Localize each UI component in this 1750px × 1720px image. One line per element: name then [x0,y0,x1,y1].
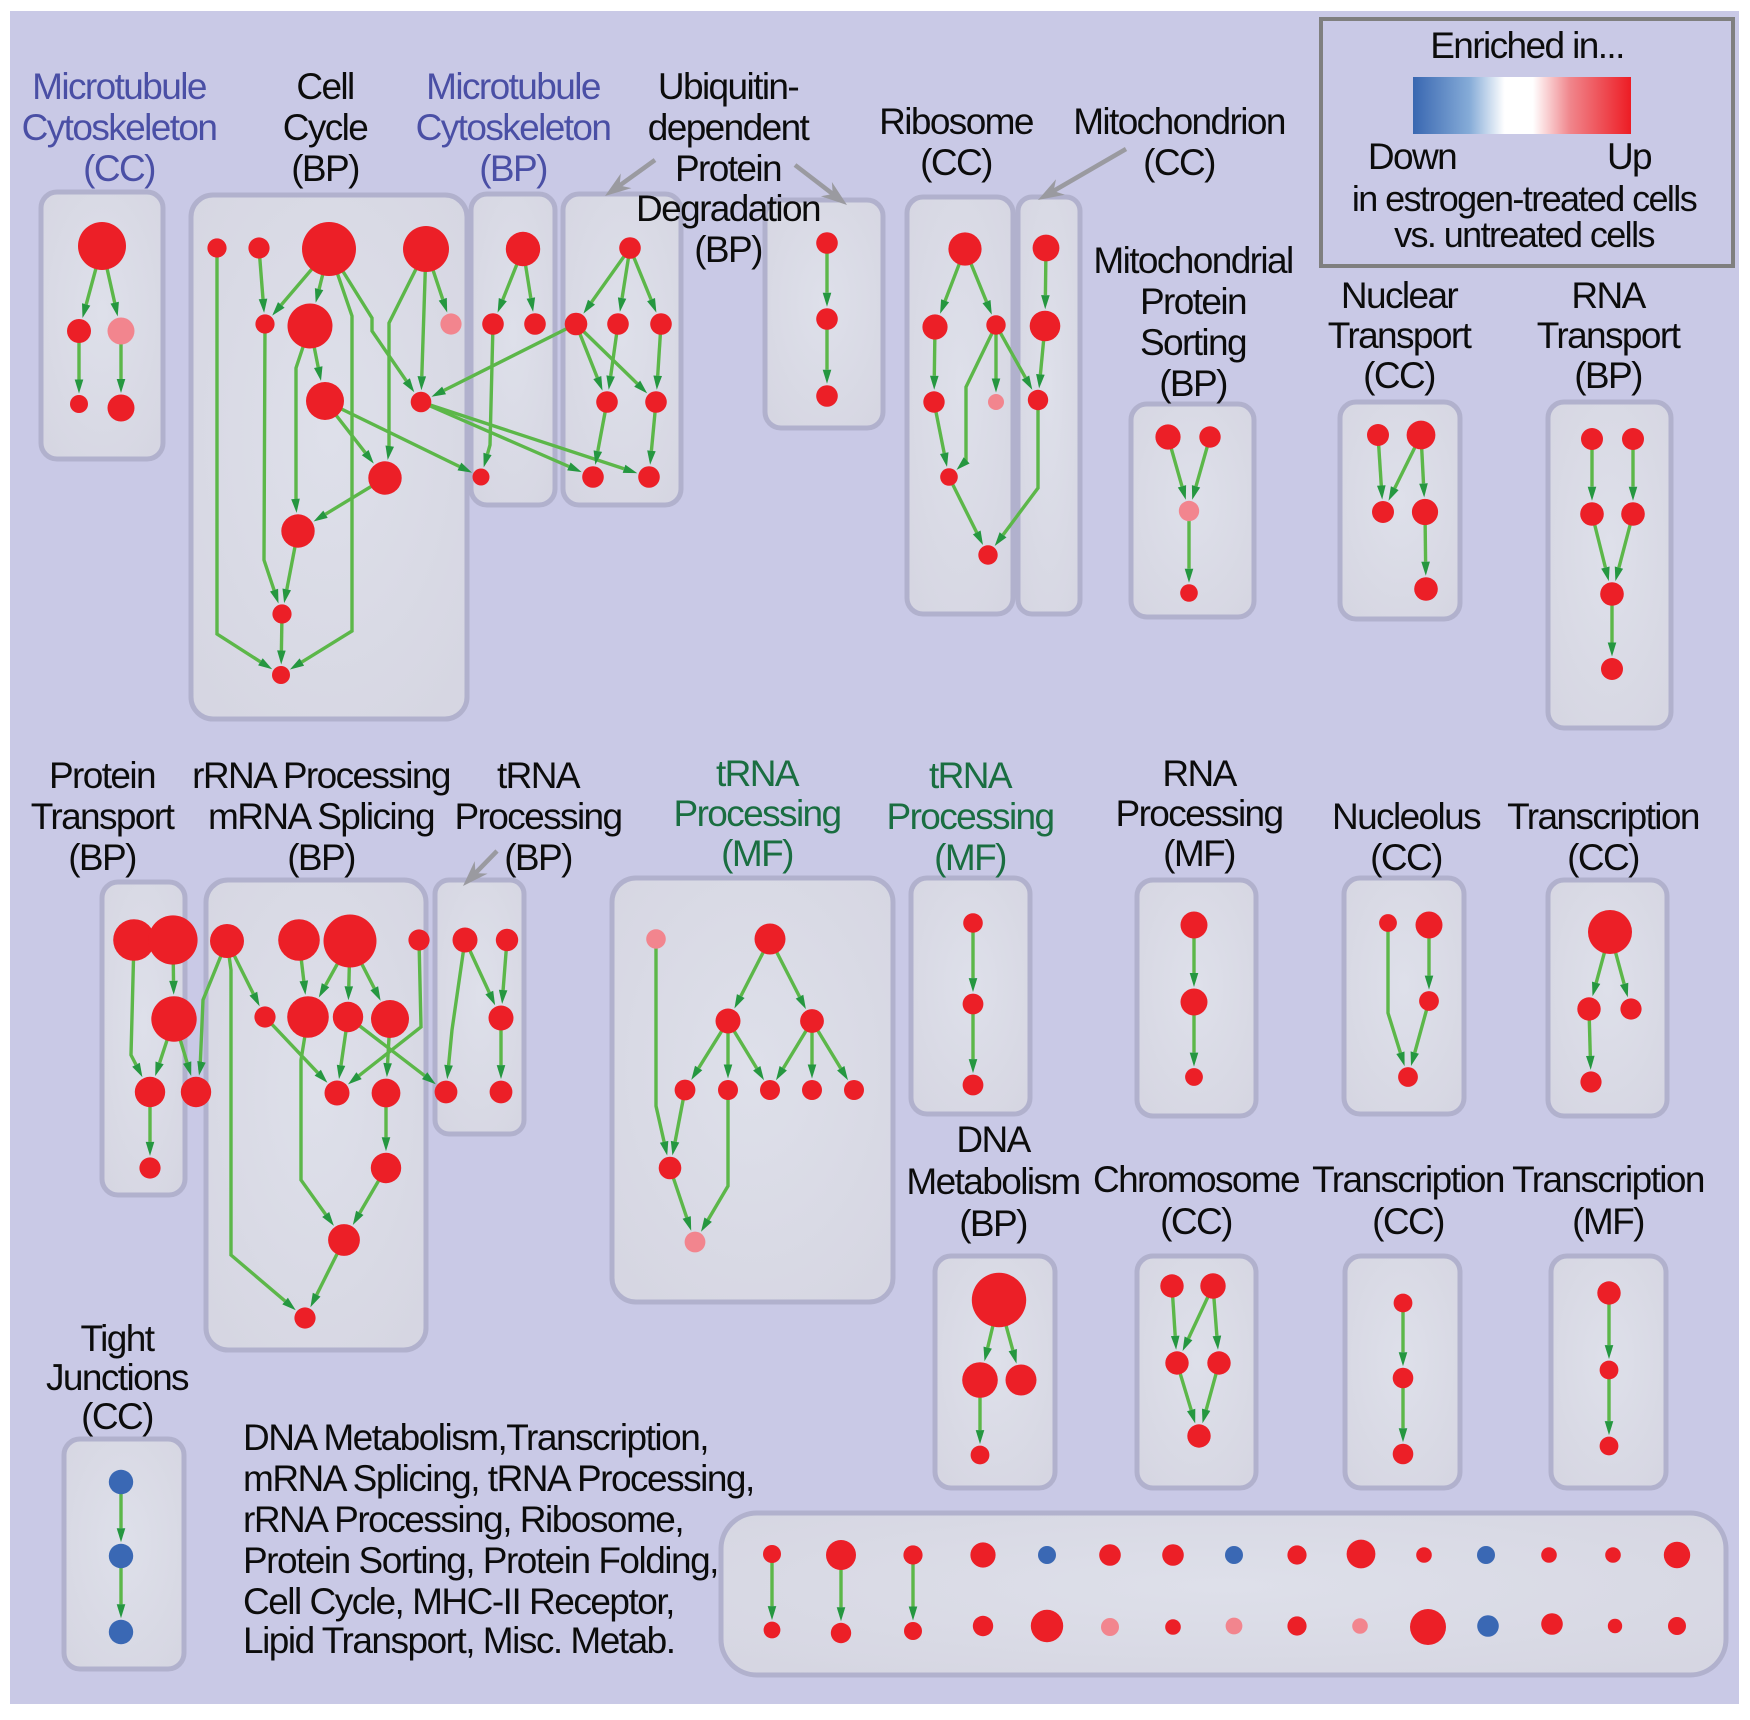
svg-text:DNA Metabolism,Transcription,: DNA Metabolism,Transcription, [243,1417,708,1458]
svg-text:Lipid Transport, Misc. Metab.: Lipid Transport, Misc. Metab. [243,1620,675,1661]
svg-text:(CC): (CC) [1363,355,1435,396]
svg-text:Nuclear: Nuclear [1341,275,1459,316]
svg-text:Processing: Processing [673,793,840,834]
svg-text:Tight: Tight [81,1318,156,1359]
svg-text:Protein: Protein [1140,281,1246,322]
svg-text:(MF): (MF) [1572,1201,1644,1242]
svg-text:mRNA Splicing, tRNA Processing: mRNA Splicing, tRNA Processing, [243,1458,754,1499]
svg-text:Ubiquitin-: Ubiquitin- [658,66,799,107]
svg-text:Down: Down [1368,136,1456,177]
svg-text:Transcription: Transcription [1512,1159,1704,1200]
svg-text:(BP): (BP) [1159,363,1227,404]
svg-text:Mitochondrial: Mitochondrial [1093,240,1292,281]
svg-text:RNA: RNA [1571,275,1646,316]
svg-text:Transcription: Transcription [1312,1159,1504,1200]
svg-text:tRNA: tRNA [929,755,1013,796]
svg-text:(BP): (BP) [68,837,136,878]
svg-text:Nucleolus: Nucleolus [1332,796,1481,837]
svg-text:RNA: RNA [1162,753,1237,794]
svg-text:tRNA: tRNA [497,755,581,796]
svg-text:vs. untreated cells: vs. untreated cells [1394,214,1654,255]
svg-text:Chromosome: Chromosome [1093,1159,1299,1200]
svg-text:Protein: Protein [675,148,781,189]
svg-text:(CC): (CC) [1143,142,1215,183]
svg-text:(BP): (BP) [479,148,547,189]
svg-text:Mitochondrion: Mitochondrion [1073,101,1285,142]
svg-text:Cytoskeleton: Cytoskeleton [22,107,217,148]
svg-text:DNA: DNA [956,1119,1031,1160]
svg-text:Enriched in...: Enriched in... [1430,25,1624,66]
svg-text:(CC): (CC) [83,148,155,189]
svg-text:Up: Up [1607,136,1652,177]
svg-text:(BP): (BP) [694,229,762,270]
svg-text:Metabolism: Metabolism [906,1161,1079,1202]
svg-text:Transport: Transport [1328,315,1473,356]
svg-text:(MF): (MF) [1163,833,1235,874]
svg-text:Cell Cycle, MHC-II Receptor,: Cell Cycle, MHC-II Receptor, [243,1581,674,1622]
svg-text:Processing: Processing [454,796,621,837]
svg-text:Degradation: Degradation [636,188,820,229]
svg-text:(BP): (BP) [291,148,359,189]
svg-text:(MF): (MF) [721,833,793,874]
svg-text:Protein Sorting, Protein Foldi: Protein Sorting, Protein Folding, [243,1540,718,1581]
svg-text:Protein: Protein [49,755,155,796]
svg-text:Processing: Processing [1115,793,1282,834]
svg-text:rRNA Processing: rRNA Processing [192,755,450,796]
svg-text:Microtubule: Microtubule [32,66,206,107]
svg-text:tRNA: tRNA [716,753,800,794]
svg-text:Transport: Transport [1537,315,1682,356]
svg-text:Microtubule: Microtubule [426,66,600,107]
svg-text:mRNA Splicing: mRNA Splicing [208,796,434,837]
svg-text:(BP): (BP) [504,837,572,878]
svg-text:(CC): (CC) [1160,1201,1232,1242]
svg-text:rRNA Processing, Ribosome,: rRNA Processing, Ribosome, [243,1499,683,1540]
svg-text:(BP): (BP) [1574,355,1642,396]
svg-text:Transcription: Transcription [1507,796,1699,837]
svg-text:(CC): (CC) [1372,1201,1444,1242]
svg-text:Cycle: Cycle [283,107,368,148]
svg-text:(CC): (CC) [1567,837,1639,878]
svg-text:dependent: dependent [648,107,811,148]
svg-text:(BP): (BP) [959,1203,1027,1244]
svg-text:Cytoskeleton: Cytoskeleton [416,107,611,148]
svg-text:in estrogen-treated cells: in estrogen-treated cells [1352,178,1697,219]
svg-text:(CC): (CC) [920,142,992,183]
svg-text:(CC): (CC) [81,1396,153,1437]
svg-text:Ribosome: Ribosome [879,101,1033,142]
svg-text:(BP): (BP) [287,837,355,878]
svg-text:(MF): (MF) [934,837,1006,878]
svg-text:Processing: Processing [886,796,1053,837]
svg-text:Cell: Cell [296,66,353,107]
svg-text:Sorting: Sorting [1140,322,1246,363]
svg-text:Transport: Transport [31,796,176,837]
svg-text:(CC): (CC) [1370,837,1442,878]
svg-text:Junctions: Junctions [46,1357,189,1398]
